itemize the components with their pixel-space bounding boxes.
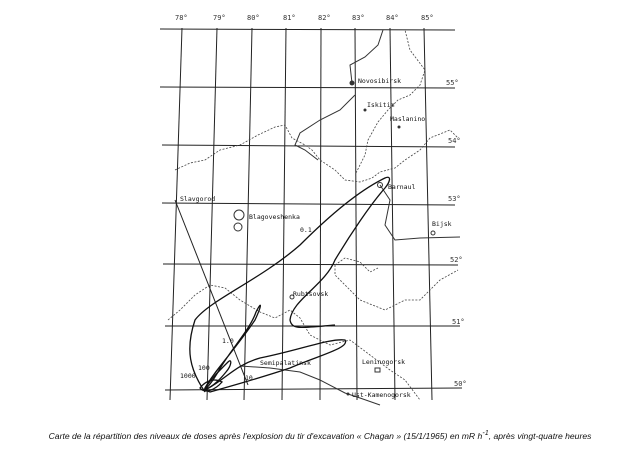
contour-0.1: [189, 176, 391, 393]
contour-1000: [199, 379, 224, 392]
contour-100: [202, 360, 232, 392]
lon-label: 78°: [175, 14, 188, 22]
lon-label: 81°: [283, 14, 296, 22]
dose-contours: [189, 176, 391, 393]
caption-superscript: -1: [482, 429, 489, 437]
city-leninogorsk: Leninogorsk: [362, 358, 405, 366]
lat-label: 55°: [446, 79, 459, 87]
city-maslanino: Maslanino: [390, 115, 425, 123]
city-rubtsovsk: Rubtsovsk: [293, 290, 328, 298]
lat-label: 52°: [450, 256, 463, 264]
city-ust-kamenogorsk: Ust-Kamenogorsk: [352, 391, 411, 399]
tick-labels: 78° 79° 80° 81° 82° 83° 84° 85° 55° 54° …: [175, 14, 467, 388]
lat-label: 50°: [454, 380, 467, 388]
lon-label: 80°: [247, 14, 260, 22]
city-bijsk: Bijsk: [432, 220, 452, 228]
lat-label: 51°: [452, 318, 465, 326]
contour-label-100: 100: [198, 364, 210, 372]
lat-label: 54°: [448, 137, 461, 145]
lat-label: 53°: [448, 195, 461, 203]
borders-rivers: [167, 29, 461, 406]
lon-label: 85°: [421, 14, 434, 22]
city-barnaul: Barnaul: [388, 183, 415, 191]
city-blagoveshenka: Blagoveshenka: [249, 213, 300, 221]
contour-labels: 0.1 1.0 10 100 1000: [180, 226, 312, 382]
figure-caption: Carte de la répartition des niveaux de d…: [20, 428, 620, 442]
caption-text-end: , après vingt-quatre heures: [488, 430, 592, 441]
contour-label-0.1: 0.1: [300, 226, 312, 234]
city-slavgorod: Slavgorod: [180, 195, 215, 203]
lon-label: 84°: [386, 14, 399, 22]
city-iskitim: Iskitim: [367, 101, 394, 109]
lon-label: 82°: [318, 14, 331, 22]
fallout-map: 78° 79° 80° 81° 82° 83° 84° 85° 55° 54° …: [159, 14, 467, 406]
contour-label-1000: 1000: [180, 372, 196, 380]
city-markers: [233, 80, 436, 396]
graticule: [159, 27, 463, 401]
city-semipalatinsk: Semipalatinsk: [260, 359, 311, 367]
lon-label: 79°: [213, 14, 226, 22]
contour-1.0: [204, 304, 262, 389]
contour-10: [203, 339, 347, 393]
city-novosibirsk: Novosibirsk: [358, 77, 401, 85]
contour-label-10: 10: [245, 374, 253, 382]
contour-label-1.0: 1.0: [222, 337, 234, 345]
lon-label: 83°: [352, 14, 365, 22]
city-labels: Novosibirsk Iskitim Maslanino Barnaul Sl…: [180, 77, 452, 399]
caption-text: Carte de la répartition des niveaux de d…: [48, 430, 483, 441]
